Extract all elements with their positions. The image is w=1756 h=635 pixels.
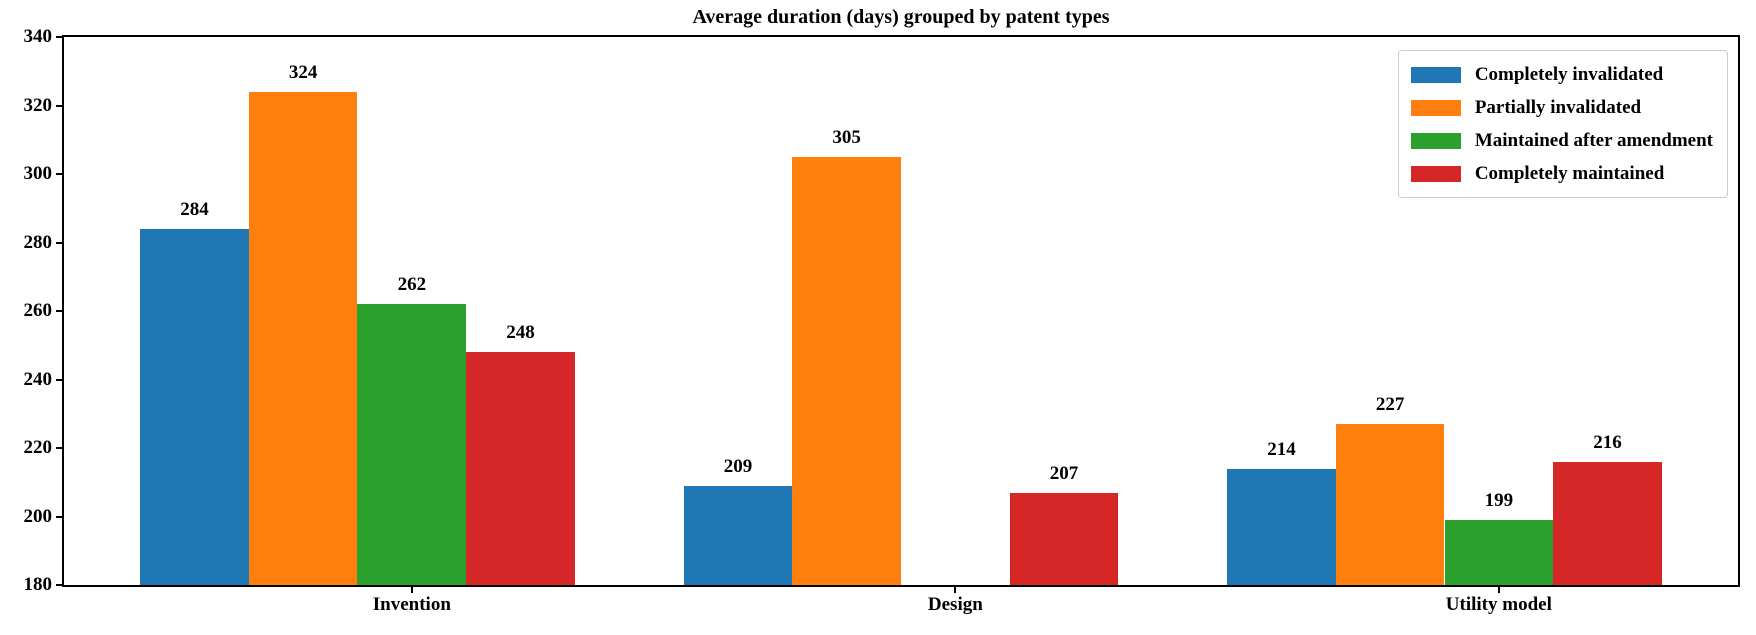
y-tick-label: 280 bbox=[23, 231, 53, 253]
bar-completely-maintained-utility-model bbox=[1553, 461, 1662, 585]
y-tick-mark bbox=[56, 173, 62, 175]
x-tick-label: Invention bbox=[372, 594, 451, 615]
bar-value-label: 216 bbox=[1593, 431, 1622, 453]
y-tick-mark bbox=[56, 447, 62, 449]
y-tick-mark bbox=[56, 241, 62, 244]
bar-maintained-after-amendment-utility-model bbox=[1444, 519, 1554, 585]
bar-value-label: 209 bbox=[723, 455, 753, 477]
bar-partially-invalidated-invention bbox=[248, 91, 358, 585]
y-tick-label: 200 bbox=[23, 505, 53, 527]
bar-completely-maintained-invention bbox=[466, 352, 575, 585]
legend-item-3: Completely maintained bbox=[1410, 157, 1713, 190]
y-tick-label: 300 bbox=[23, 163, 53, 184]
legend-label: Completely invalidated bbox=[1474, 63, 1664, 85]
legend-label: Partially invalidated bbox=[1474, 96, 1642, 118]
x-tick-mark bbox=[1497, 587, 1500, 593]
bar-value-label: 284 bbox=[180, 198, 209, 220]
legend-item-2: Maintained after amendment bbox=[1410, 124, 1713, 157]
bar-completely-invalidated-invention bbox=[140, 228, 249, 585]
y-tick-label: 320 bbox=[23, 94, 53, 116]
x-tick-label: Utility model bbox=[1445, 594, 1552, 615]
bar-partially-invalidated-design bbox=[792, 156, 901, 585]
x-tick-mark bbox=[954, 587, 957, 593]
y-tick-label: 220 bbox=[23, 437, 53, 458]
bar-completely-invalidated-design bbox=[683, 485, 793, 585]
legend-label: Completely maintained bbox=[1474, 162, 1665, 184]
legend-label: Maintained after amendment bbox=[1474, 129, 1713, 151]
bar-value-label: 199 bbox=[1484, 489, 1514, 511]
y-tick-label: 240 bbox=[23, 368, 53, 390]
legend-swatch-icon bbox=[1410, 99, 1461, 116]
bar-completely-invalidated-utility-model bbox=[1227, 468, 1336, 585]
legend: Completely invalidated Partially invalida… bbox=[1397, 50, 1728, 198]
legend-swatch-icon bbox=[1410, 66, 1461, 83]
x-tick-mark bbox=[410, 587, 413, 593]
y-tick-mark bbox=[56, 36, 62, 38]
legend-swatch-icon bbox=[1410, 165, 1461, 182]
bar-value-label: 207 bbox=[1049, 462, 1079, 484]
bar-partially-invalidated-utility-model bbox=[1335, 424, 1445, 585]
bar-value-label: 262 bbox=[397, 274, 427, 296]
bar-value-label: 305 bbox=[832, 126, 861, 148]
y-tick-mark bbox=[56, 310, 62, 312]
y-tick-mark bbox=[56, 104, 62, 107]
y-tick-label: 260 bbox=[23, 300, 53, 321]
bar-value-label: 214 bbox=[1267, 438, 1296, 460]
x-tick-label: Design bbox=[927, 594, 983, 615]
bar-value-label: 248 bbox=[506, 322, 535, 344]
legend-item-1: Partially invalidated bbox=[1410, 91, 1713, 124]
y-tick-label: 340 bbox=[23, 26, 53, 47]
legend-item-0: Completely invalidated bbox=[1410, 58, 1713, 91]
bar-value-label: 324 bbox=[288, 61, 318, 83]
y-tick-mark bbox=[56, 584, 62, 586]
y-tick-label: 180 bbox=[23, 574, 53, 595]
bar-maintained-after-amendment-invention bbox=[357, 304, 467, 585]
legend-swatch-icon bbox=[1410, 132, 1461, 149]
bar-value-label: 227 bbox=[1375, 394, 1405, 416]
chart-title: Average duration (days) grouped by paten… bbox=[692, 6, 1110, 28]
y-tick-mark bbox=[56, 515, 62, 518]
y-tick-mark bbox=[56, 378, 62, 381]
bar-completely-maintained-design bbox=[1009, 492, 1119, 585]
